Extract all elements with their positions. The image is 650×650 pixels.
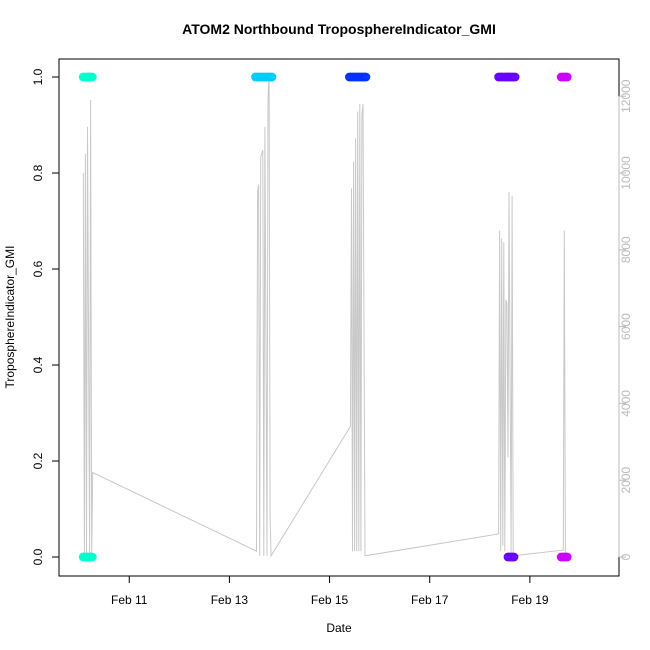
data-point [510, 72, 520, 82]
y-right-tick-label: 10000 [619, 156, 633, 190]
x-axis: Feb 11 Feb 13 Feb 15 Feb 17 Feb 19 [111, 576, 549, 607]
y-right-tick-label: 8000 [619, 236, 633, 263]
data-point [562, 552, 572, 562]
x-tick-label: Feb 19 [511, 593, 549, 607]
x-tick-label: Feb 11 [111, 593, 148, 607]
x-axis-label: Date [326, 621, 352, 635]
y-tick-label: 0.8 [31, 164, 45, 181]
data-point [361, 72, 371, 82]
plot-frame [58, 58, 620, 577]
y-tick-label: 0.2 [31, 452, 45, 469]
y-axis-label: TroposphereIndicator_GMI [3, 246, 17, 389]
y-right-tick-label: 0 [619, 553, 633, 560]
y-tick-label: 0.6 [31, 260, 45, 277]
y-right-tick-label: 6000 [619, 313, 633, 340]
y-right-tick-label: 12000 [619, 79, 633, 113]
data-point [87, 72, 97, 82]
data-point [562, 72, 572, 82]
data-point [267, 72, 277, 82]
chart-title: ATOM2 Northbound TroposphereIndicator_GM… [182, 21, 496, 37]
points-layer [78, 72, 572, 562]
y-tick-label: 0.0 [31, 548, 45, 565]
altitude-trace-layer [82, 73, 566, 558]
altitude-trace-line [82, 73, 566, 558]
x-tick-label: Feb 15 [311, 593, 349, 607]
x-tick-label: Feb 17 [411, 593, 449, 607]
y-right-tick-label: 4000 [619, 390, 633, 417]
y-tick-label: 0.4 [31, 356, 45, 373]
data-point [87, 552, 97, 562]
y-axis-left: 0.0 0.2 0.4 0.6 0.8 1.0 [31, 68, 59, 565]
x-tick-label: Feb 13 [211, 593, 249, 607]
y-right-tick-label: 2000 [619, 467, 633, 494]
y-axis-right: 0 2000 4000 6000 8000 10000 12000 [618, 79, 633, 560]
data-point [509, 552, 519, 562]
y-tick-label: 1.0 [31, 68, 45, 85]
